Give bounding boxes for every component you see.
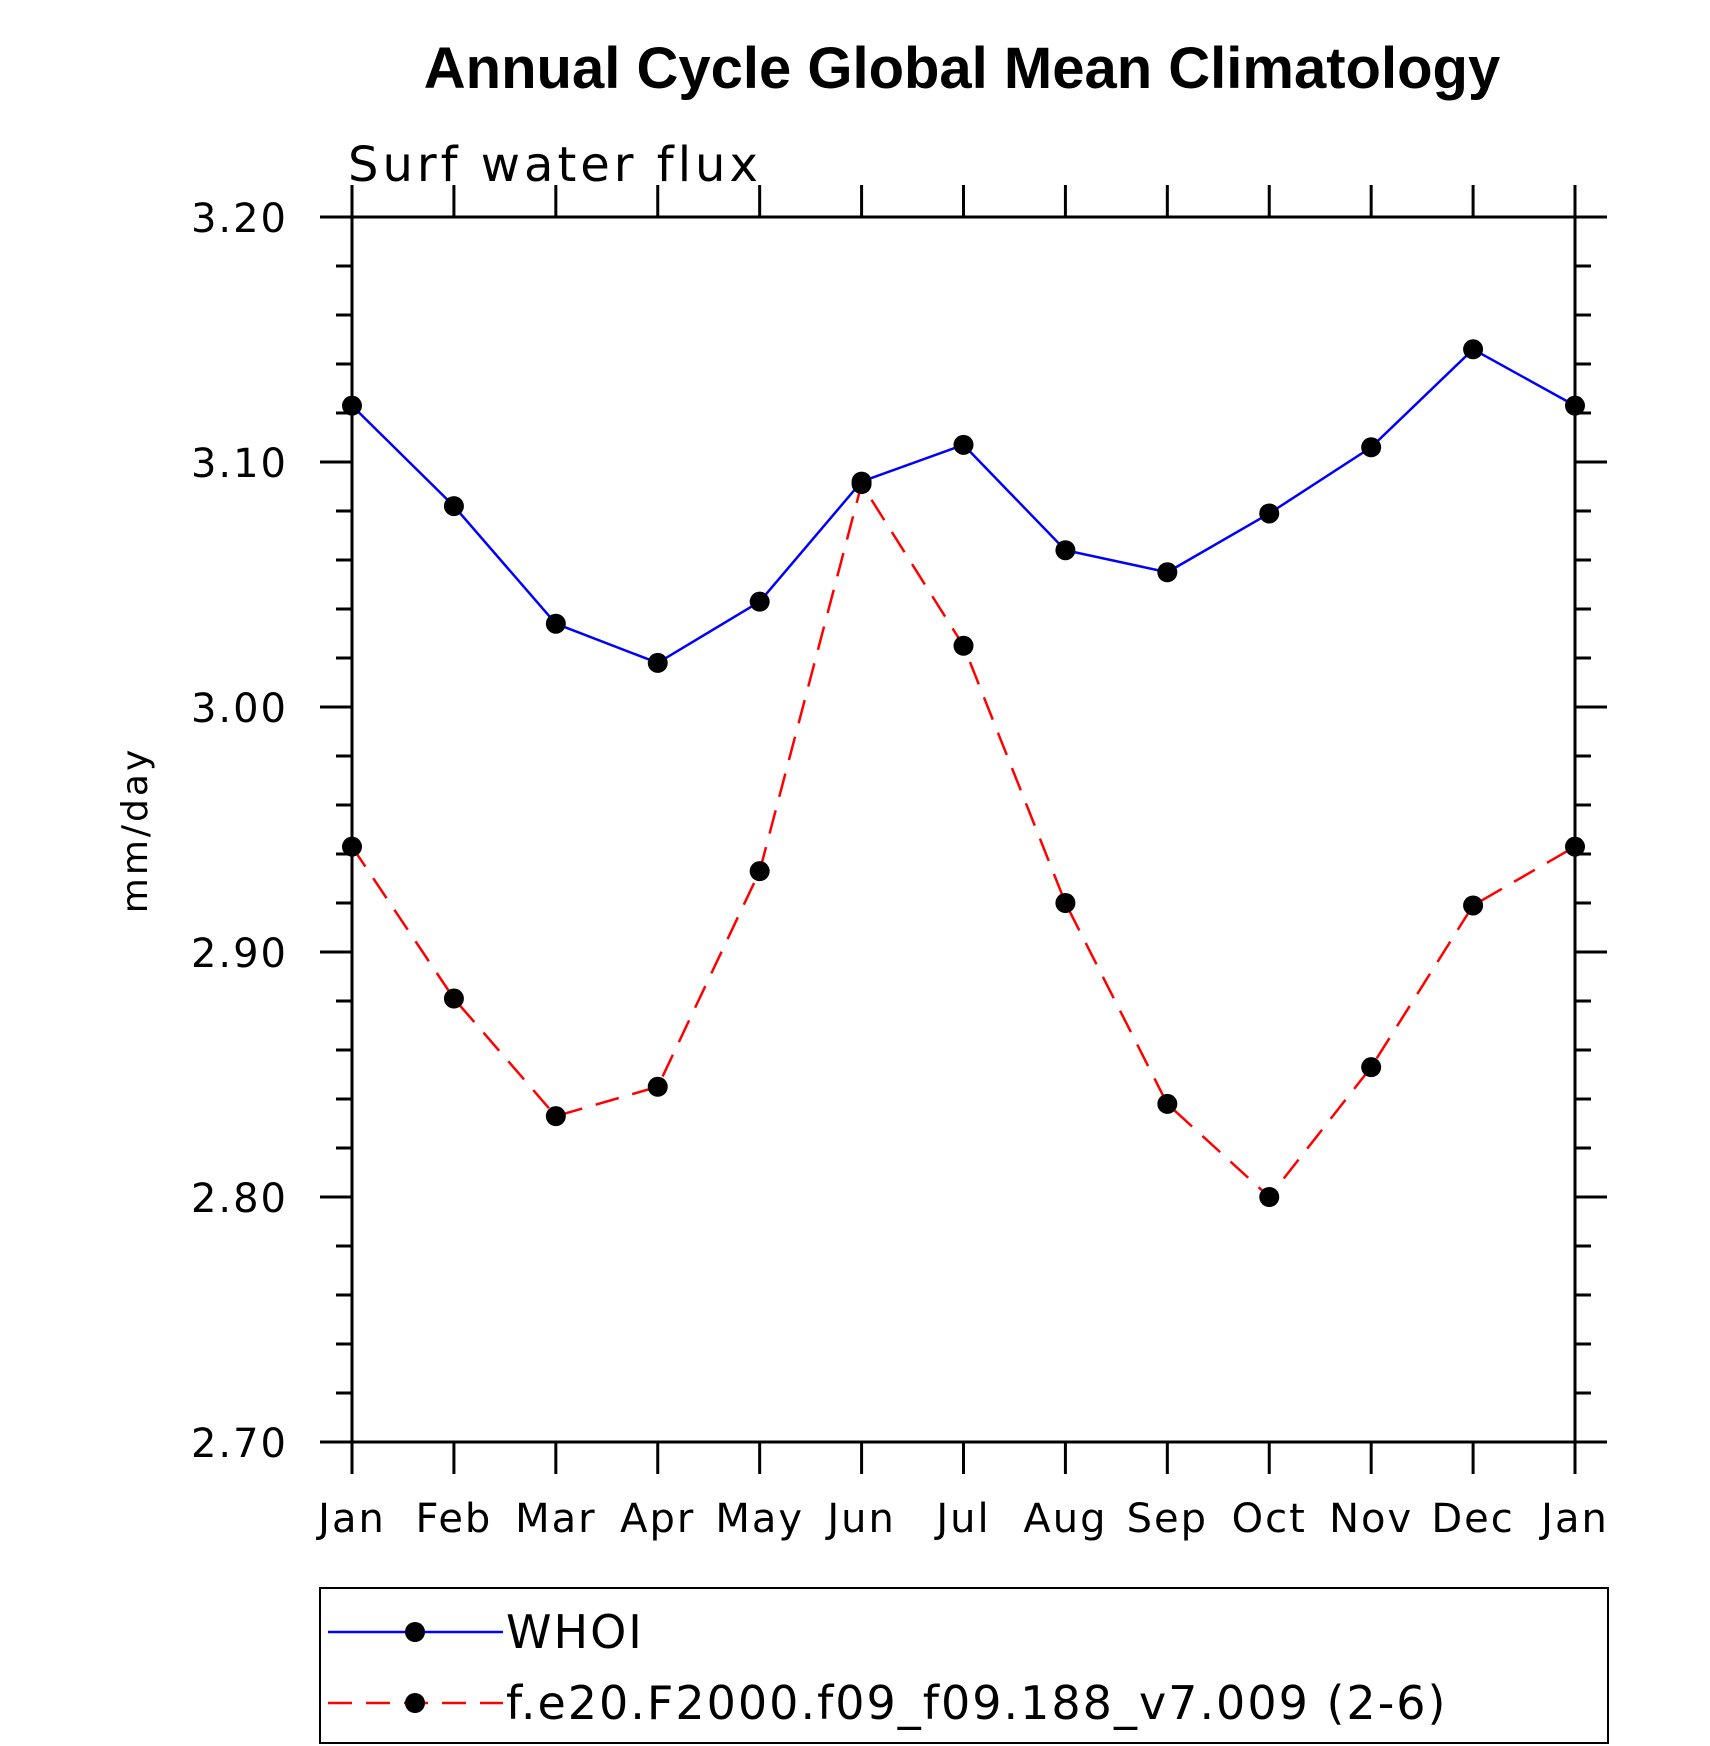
series-1 <box>342 339 1585 673</box>
legend-marker <box>405 1622 425 1642</box>
y-tick-label: 3.00 <box>191 686 288 732</box>
x-tick-label: Apr <box>620 1496 695 1542</box>
data-point <box>953 434 974 455</box>
axes: Jan Feb Mar Apr May Jun Jul Aug Sep Oct Nov Dec Jan 2… <box>191 185 1609 1542</box>
y-tick-label: 3.10 <box>191 441 288 487</box>
y-tick-label: 2.90 <box>191 931 288 977</box>
x-tick-label: Jun <box>824 1496 896 1542</box>
x-tick-label: Aug <box>1023 1496 1107 1542</box>
x-tick-label: Jan <box>1538 1496 1609 1542</box>
data-point <box>545 1106 566 1127</box>
data-point <box>1361 437 1382 458</box>
data-point <box>749 591 770 612</box>
data-point <box>1259 1187 1280 1207</box>
chart-subtitle: Surf water flux <box>348 137 762 193</box>
data-point <box>1259 503 1280 524</box>
y-axis-label: mm/day <box>115 747 156 913</box>
x-tick-label: Jul <box>933 1496 990 1542</box>
data-point <box>1157 562 1178 583</box>
data-point <box>1055 893 1076 913</box>
x-tick-label: Jan <box>315 1496 386 1542</box>
legend-entry-1: WHOI <box>328 1605 644 1659</box>
x-tick-label: Oct <box>1232 1496 1307 1542</box>
data-point <box>1565 836 1585 857</box>
y-tick-label: 3.20 <box>191 196 288 242</box>
legend: WHOI f.e20.F2000.f09_f09.188_v7.009 (2-6) <box>319 1587 1609 1744</box>
data-point <box>647 652 668 673</box>
data-point <box>443 988 464 1009</box>
data-point <box>443 496 464 517</box>
data-point <box>1055 540 1076 561</box>
x-tick-label: Mar <box>515 1496 596 1542</box>
series-line <box>351 347 1576 665</box>
legend-label: WHOI <box>506 1605 644 1659</box>
data-point <box>953 635 974 656</box>
legend-entry-2: f.e20.F2000.f09_f09.188_v7.009 (2-6) <box>328 1676 1448 1730</box>
y-tick-label: 2.70 <box>191 1421 288 1467</box>
data-point <box>342 836 362 857</box>
x-tick-label: Dec <box>1431 1496 1514 1542</box>
series-line <box>350 480 1576 1199</box>
legend-box <box>319 1587 1609 1744</box>
data-point <box>851 474 872 495</box>
x-tick-label: Feb <box>416 1496 493 1542</box>
chart-title: Annual Cycle Global Mean Climatology <box>424 36 1500 101</box>
data-point <box>545 613 566 634</box>
legend-label: f.e20.F2000.f09_f09.188_v7.009 (2-6) <box>506 1676 1448 1730</box>
y-tick-label: 2.80 <box>191 1176 288 1222</box>
legend-marker <box>405 1693 425 1713</box>
x-tick-label: Nov <box>1329 1496 1413 1542</box>
data-point <box>647 1076 668 1097</box>
data-point <box>1157 1093 1178 1114</box>
x-tick-label: May <box>715 1496 804 1542</box>
data-point <box>1361 1057 1382 1078</box>
data-point <box>749 861 770 882</box>
data-point <box>342 395 362 416</box>
data-point <box>1463 895 1484 916</box>
data-point <box>1565 395 1585 416</box>
series-layer <box>342 339 1585 1207</box>
data-point <box>1463 339 1484 360</box>
x-tick-label: Sep <box>1127 1496 1208 1542</box>
series-2 <box>342 474 1585 1207</box>
